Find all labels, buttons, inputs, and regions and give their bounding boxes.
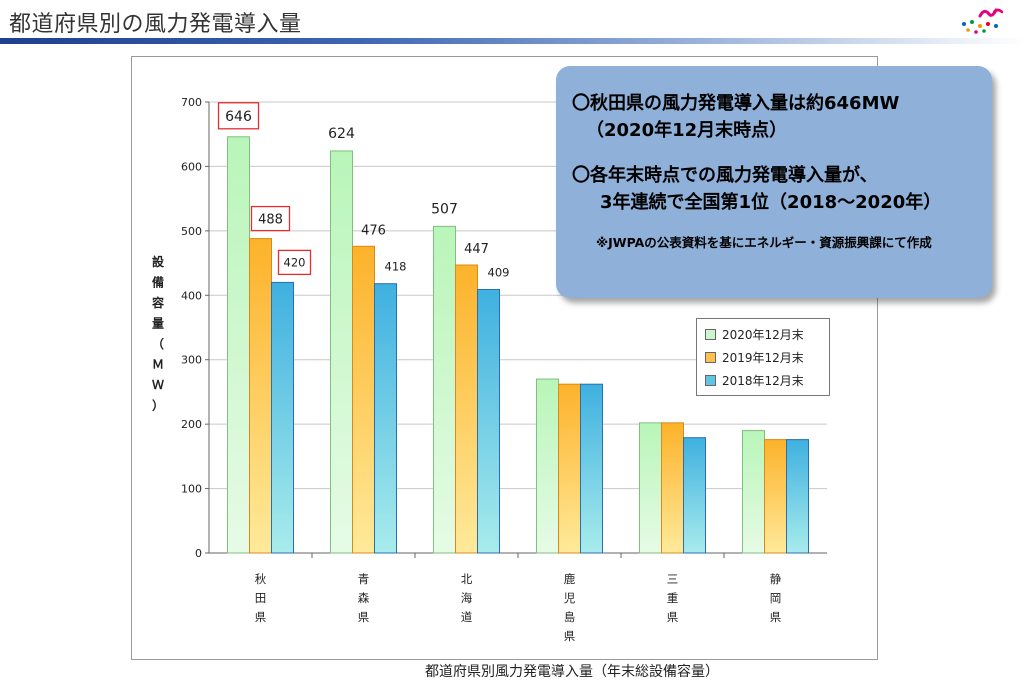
legend-swatch-2020 xyxy=(705,329,716,340)
x-tick-label-char: 児 xyxy=(564,591,576,605)
y-tick-label: 600 xyxy=(181,160,202,173)
bar xyxy=(764,439,787,554)
data-label-box xyxy=(250,205,291,232)
legend-label-2020: 2020年12月末 xyxy=(722,328,804,342)
callout-note: ※JWPAの公表資料を基にエネルギー・資源振興課にて作成 xyxy=(596,235,932,250)
legend-label-2019: 2019年12月末 xyxy=(722,351,804,365)
header-divider xyxy=(0,38,1024,44)
bar xyxy=(227,136,250,554)
bar xyxy=(477,288,500,554)
data-label: 488 xyxy=(258,212,283,227)
bar xyxy=(661,422,684,554)
data-label: 447 xyxy=(464,242,489,257)
x-tick-label-char: 森 xyxy=(358,591,370,605)
data-label: 646 xyxy=(225,109,252,125)
x-tick-label-char: 県 xyxy=(255,610,267,624)
data-label: 409 xyxy=(488,265,510,279)
y-axis-label-char: Ｗ xyxy=(152,378,164,392)
x-tick-label-char: 県 xyxy=(667,610,679,624)
bar xyxy=(455,264,478,554)
x-tick-label-char: 青 xyxy=(358,572,370,586)
data-label: 418 xyxy=(385,260,407,274)
bar-chart: 0100200300400500600700設備容量（ＭＷ）秋田県青森県北海道鹿… xyxy=(151,96,827,643)
y-axis-label-char: ） xyxy=(152,398,164,413)
callout-line-4: 3年連続で全国第1位（2018〜2020年） xyxy=(600,192,942,213)
y-tick-label: 700 xyxy=(181,96,202,109)
x-tick-label-char: 道 xyxy=(461,610,473,624)
bar xyxy=(742,430,765,554)
x-tick-label-char: 海 xyxy=(461,591,473,605)
y-axis-label-char: Ｍ xyxy=(152,358,164,372)
x-tick-label-char: 県 xyxy=(770,610,782,624)
y-tick-label: 300 xyxy=(181,354,202,367)
legend-item-2019: 2019年12月末 xyxy=(705,346,829,369)
y-tick-label: 500 xyxy=(181,225,202,238)
legend-swatch-2018 xyxy=(705,375,716,386)
y-axis-label-char: 量 xyxy=(152,317,164,331)
legend-label-2018: 2018年12月末 xyxy=(722,374,804,388)
x-tick-label-char: 岡 xyxy=(770,591,782,605)
chart-caption: 都道府県別風力発電導入量（年末総設備容量） xyxy=(425,664,719,680)
y-tick-label: 0 xyxy=(195,547,202,560)
y-tick-label: 200 xyxy=(181,418,202,431)
data-label: 507 xyxy=(431,201,458,217)
bar xyxy=(330,150,353,554)
y-axis-label-char: 備 xyxy=(152,275,164,290)
x-tick-label-char: 北 xyxy=(461,572,473,586)
bar xyxy=(249,238,272,554)
x-tick-label-char: 秋 xyxy=(255,572,267,586)
data-label-box xyxy=(277,249,312,276)
bar xyxy=(580,383,603,554)
bar xyxy=(271,281,294,554)
bar xyxy=(374,283,397,554)
legend-item-2018: 2018年12月末 xyxy=(705,369,829,392)
bar xyxy=(536,378,559,554)
x-tick-label-char: 重 xyxy=(667,591,679,605)
x-tick-label-char: 田 xyxy=(255,591,267,605)
bar xyxy=(558,383,581,554)
y-axis-label-char: 設 xyxy=(152,254,165,269)
data-label: 420 xyxy=(284,256,306,270)
legend-item-2020: 2020年12月末 xyxy=(705,323,829,346)
callout-line-2: （2020年12月末時点） xyxy=(586,120,788,141)
bar xyxy=(639,422,662,554)
x-tick-label-char: 三 xyxy=(667,572,679,586)
y-tick-label: 100 xyxy=(181,483,202,496)
bar xyxy=(683,437,706,554)
bar xyxy=(352,245,375,554)
x-tick-label-char: 静 xyxy=(770,572,782,586)
summary-callout: 〇秋田県の風力発電導入量は約646MW （2020年12月末時点） 〇各年末時点… xyxy=(556,66,992,298)
bar xyxy=(786,439,809,554)
x-tick-label-char: 県 xyxy=(564,629,576,643)
y-axis-label-char: 容 xyxy=(151,295,164,310)
data-label-box xyxy=(217,102,260,130)
y-tick-label: 400 xyxy=(181,289,202,302)
logo-icon xyxy=(962,8,1004,34)
bar xyxy=(433,225,456,554)
callout-line-1: 〇秋田県の風力発電導入量は約646MW xyxy=(572,93,900,114)
slide-header: 都道府県別の風力発電導入量 xyxy=(0,0,1024,46)
y-axis-label-char: （ xyxy=(152,336,164,351)
data-label: 476 xyxy=(361,223,386,238)
legend-swatch-2019 xyxy=(705,352,716,363)
callout-line-3: 〇各年末時点での風力発電導入量が、 xyxy=(572,165,878,186)
data-label: 624 xyxy=(328,126,355,142)
page-title: 都道府県別の風力発電導入量 xyxy=(9,12,302,37)
x-tick-label-char: 県 xyxy=(358,610,370,624)
chart-legend: 2020年12月末 2019年12月末 2018年12月末 xyxy=(696,318,830,396)
x-tick-label-char: 島 xyxy=(564,610,576,624)
x-tick-label-char: 鹿 xyxy=(564,572,576,586)
